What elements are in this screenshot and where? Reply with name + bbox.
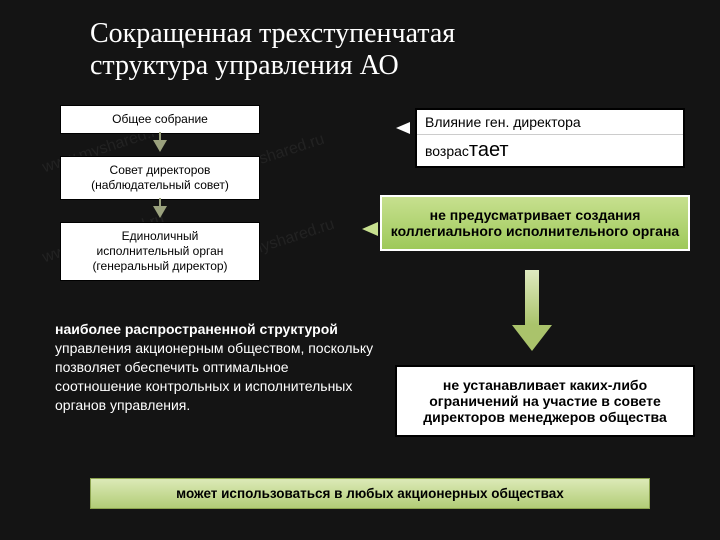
- node2-line1: Совет директоров: [110, 163, 211, 177]
- influence-line2: возрастает: [417, 134, 683, 166]
- org-flowchart: Общее собрание Совет директоров (наблюда…: [55, 105, 265, 281]
- flow-node-2: Совет директоров (наблюдательный совет): [60, 156, 260, 200]
- no-restrictions-callout: не устанавливает каких-либо ограничений …: [395, 365, 695, 437]
- description-paragraph: наиболее распространенной структурой упр…: [55, 320, 375, 414]
- no-collegial-callout: не предусматривает создания коллегиально…: [380, 195, 690, 251]
- title-line-2: структура управления АО: [90, 50, 399, 81]
- title-line-1: Сокращенная трехступенчатая: [90, 18, 455, 49]
- arrow-down-icon: [153, 206, 167, 218]
- arrow-down-icon: [153, 140, 167, 152]
- flow-node-1: Общее собрание: [60, 105, 260, 134]
- node3-line3: (генеральный директор): [92, 259, 227, 273]
- slide-title: Сокращенная трехступенчатая структура уп…: [90, 18, 455, 82]
- influence-word-a: возрас: [425, 143, 469, 159]
- flow-node-3: Единоличный исполнительный орган (генера…: [60, 222, 260, 281]
- influence-line1: Влияние ген. директора: [417, 110, 683, 134]
- influence-callout: Влияние ген. директора возрастает: [415, 108, 685, 168]
- callout-pointer-icon: [362, 222, 378, 236]
- node3-line1: Единоличный: [122, 229, 199, 243]
- influence-word-b: тает: [469, 139, 509, 161]
- big-arrow-down-icon: [512, 270, 552, 350]
- node2-line2: (наблюдательный совет): [91, 178, 229, 192]
- node3-line2: исполнительный орган: [97, 244, 224, 258]
- bottom-summary-bar: может использоваться в любых акционерных…: [90, 478, 650, 509]
- para-rest: управления акционерным обществом, поскол…: [55, 340, 373, 413]
- callout-pointer-icon: [396, 122, 410, 134]
- para-lead: наиболее распространенной структурой: [55, 321, 338, 337]
